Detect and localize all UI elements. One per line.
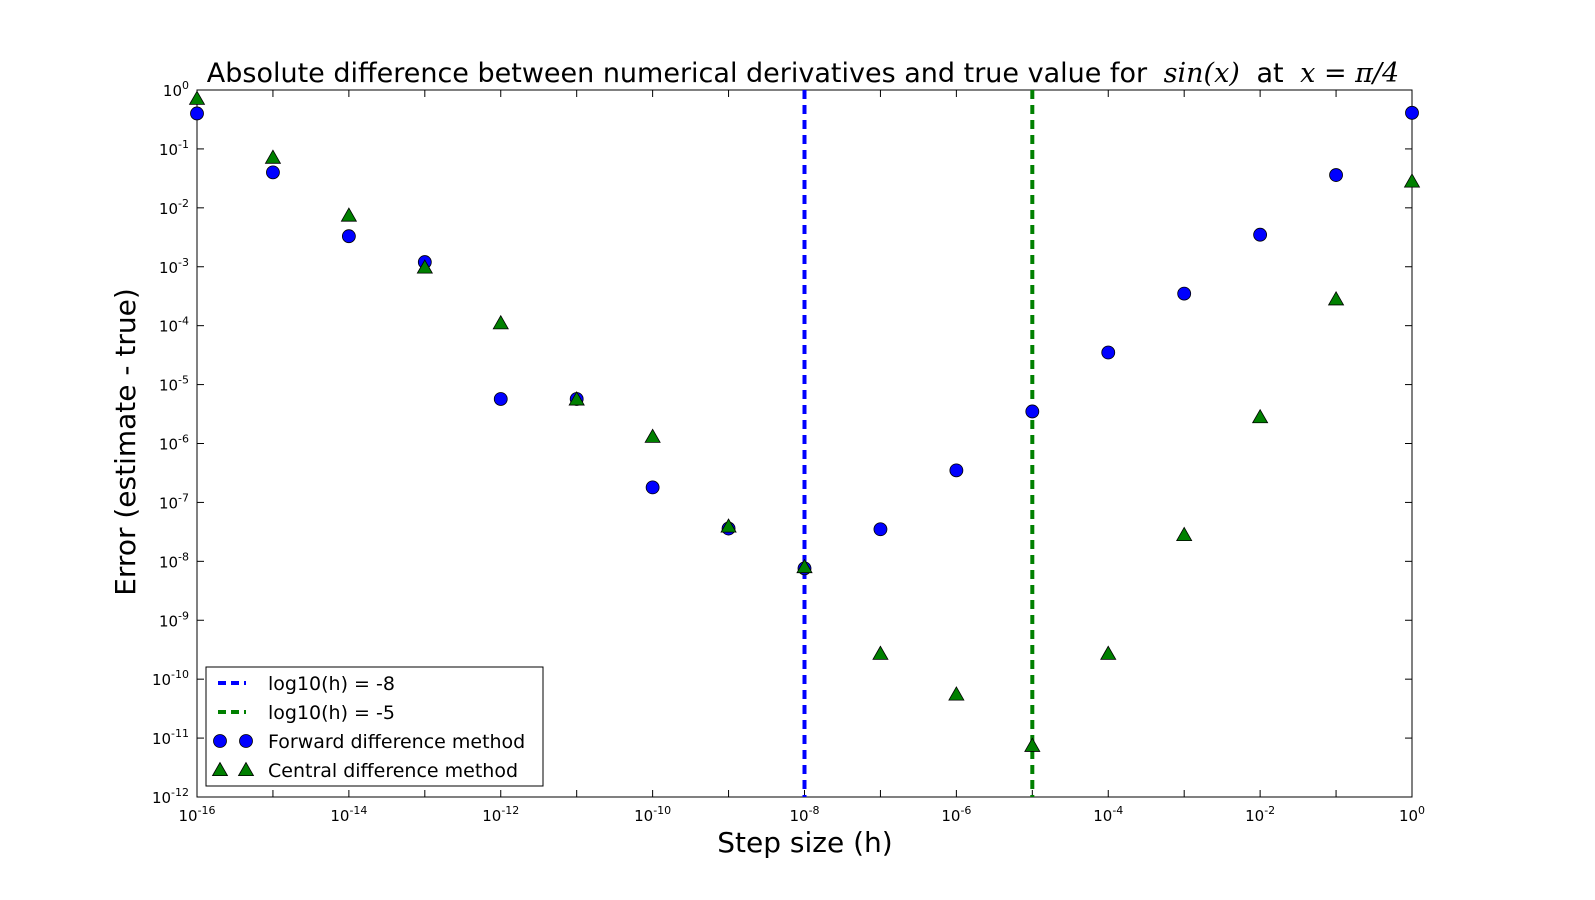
data-point-triangle (872, 645, 889, 660)
y-tick-label: 10-11 (152, 727, 189, 748)
data-point-triangle (1327, 291, 1345, 306)
legend-entry: Forward difference method (213, 731, 525, 753)
data-point-triangle (948, 686, 965, 701)
data-point-circle (949, 463, 964, 478)
y-tick-label: 10-3 (159, 256, 189, 277)
chart-title-math-2: x = π/4 (1300, 58, 1399, 89)
chart-title-text: Absolute difference between numerical de… (207, 58, 1148, 89)
legend-label: log10(h) = -5 (268, 702, 395, 724)
ticks: 10-16 10-14 10-12 10-10 10-8 10-6 10-4 10-2 100 1… (152, 79, 1425, 825)
data-point-triangle (264, 149, 282, 164)
legend-box (205, 666, 544, 787)
y-tick-label: 10-6 (159, 433, 189, 454)
data-point-circle (1253, 227, 1268, 242)
legend-circle-swatch (239, 734, 253, 748)
x-tick-label: 10-16 (178, 804, 215, 825)
data-point-triangle (340, 207, 358, 222)
y-tick-label: 10-8 (159, 550, 189, 571)
data-point-triangle (416, 259, 434, 274)
x-tick-label: 10-10 (634, 804, 671, 825)
x-tick-label: 10-12 (482, 804, 519, 825)
y-tick-label: 10-1 (159, 138, 189, 159)
data-point-circle (1025, 404, 1040, 419)
y-tick-label: 10-7 (159, 491, 189, 512)
x-tick-label: 100 (1399, 804, 1425, 825)
legend-circle-swatch (213, 734, 227, 748)
x-tick-label: 10-4 (1093, 804, 1123, 825)
legend-triangle-swatch (211, 761, 229, 777)
legend-label: Forward difference method (268, 731, 525, 753)
chart-title: Absolute difference between numerical de… (207, 58, 1399, 89)
y-tick-label: 10-9 (159, 609, 189, 630)
chart-title-math-1: sin(x) (1164, 58, 1240, 89)
data-point-circle (341, 229, 356, 244)
data-point-triangle (188, 90, 206, 105)
data-point-triangle (1251, 408, 1269, 424)
data-point-circle (1177, 286, 1192, 301)
legend-triangle-swatch (237, 761, 255, 777)
data-point-triangle (796, 558, 813, 574)
y-tick-label: 10-2 (159, 197, 189, 218)
chart-title-mid: at (1256, 58, 1283, 89)
data-point-circle (1405, 105, 1419, 120)
data-point-triangle (1175, 526, 1193, 542)
y-tick-label: 10-10 (152, 668, 189, 689)
data-point-circle (266, 165, 280, 180)
data-point-circle (1101, 345, 1116, 360)
legend-label: log10(h) = -8 (268, 673, 395, 695)
data-point-triangle (720, 518, 737, 533)
y-tick-label: 10-12 (152, 786, 189, 807)
legend: log10(h) = -8 log10(h) = -5 Forward differ… (205, 666, 544, 787)
data-point-circle (873, 522, 888, 537)
y-tick-label: 100 (163, 79, 189, 100)
data-point-triangle (1024, 737, 1041, 752)
data-point-triangle (568, 391, 585, 406)
legend-entry: log10(h) = -5 (218, 702, 395, 724)
data-point-triangle (492, 314, 509, 330)
y-axis-title: Error (estimate - true) (109, 288, 142, 596)
legend-label: Central difference method (268, 760, 518, 782)
x-tick-label: 10-14 (330, 804, 367, 825)
reference-lines (802, 90, 1035, 797)
legend-entry: Central difference method (211, 760, 518, 782)
legend-entry: log10(h) = -8 (218, 673, 395, 695)
data-point-triangle (1100, 645, 1117, 660)
y-tick-label: 10-5 (159, 374, 189, 395)
data-point-circle (190, 106, 204, 121)
data-point-circle (645, 480, 660, 495)
data-point-triangle (644, 428, 661, 443)
x-tick-label: 10-6 (941, 804, 971, 825)
data-markers (188, 90, 1421, 752)
data-point-circle (1329, 168, 1343, 182)
x-tick-label: 10-2 (1245, 804, 1275, 825)
x-tick-label: 10-8 (789, 804, 819, 825)
data-point-circle (493, 392, 508, 406)
y-tick-label: 10-4 (159, 315, 189, 336)
series-2 (188, 90, 1421, 752)
data-point-triangle (1403, 173, 1421, 188)
x-axis-title: Step size (h) (717, 826, 892, 859)
